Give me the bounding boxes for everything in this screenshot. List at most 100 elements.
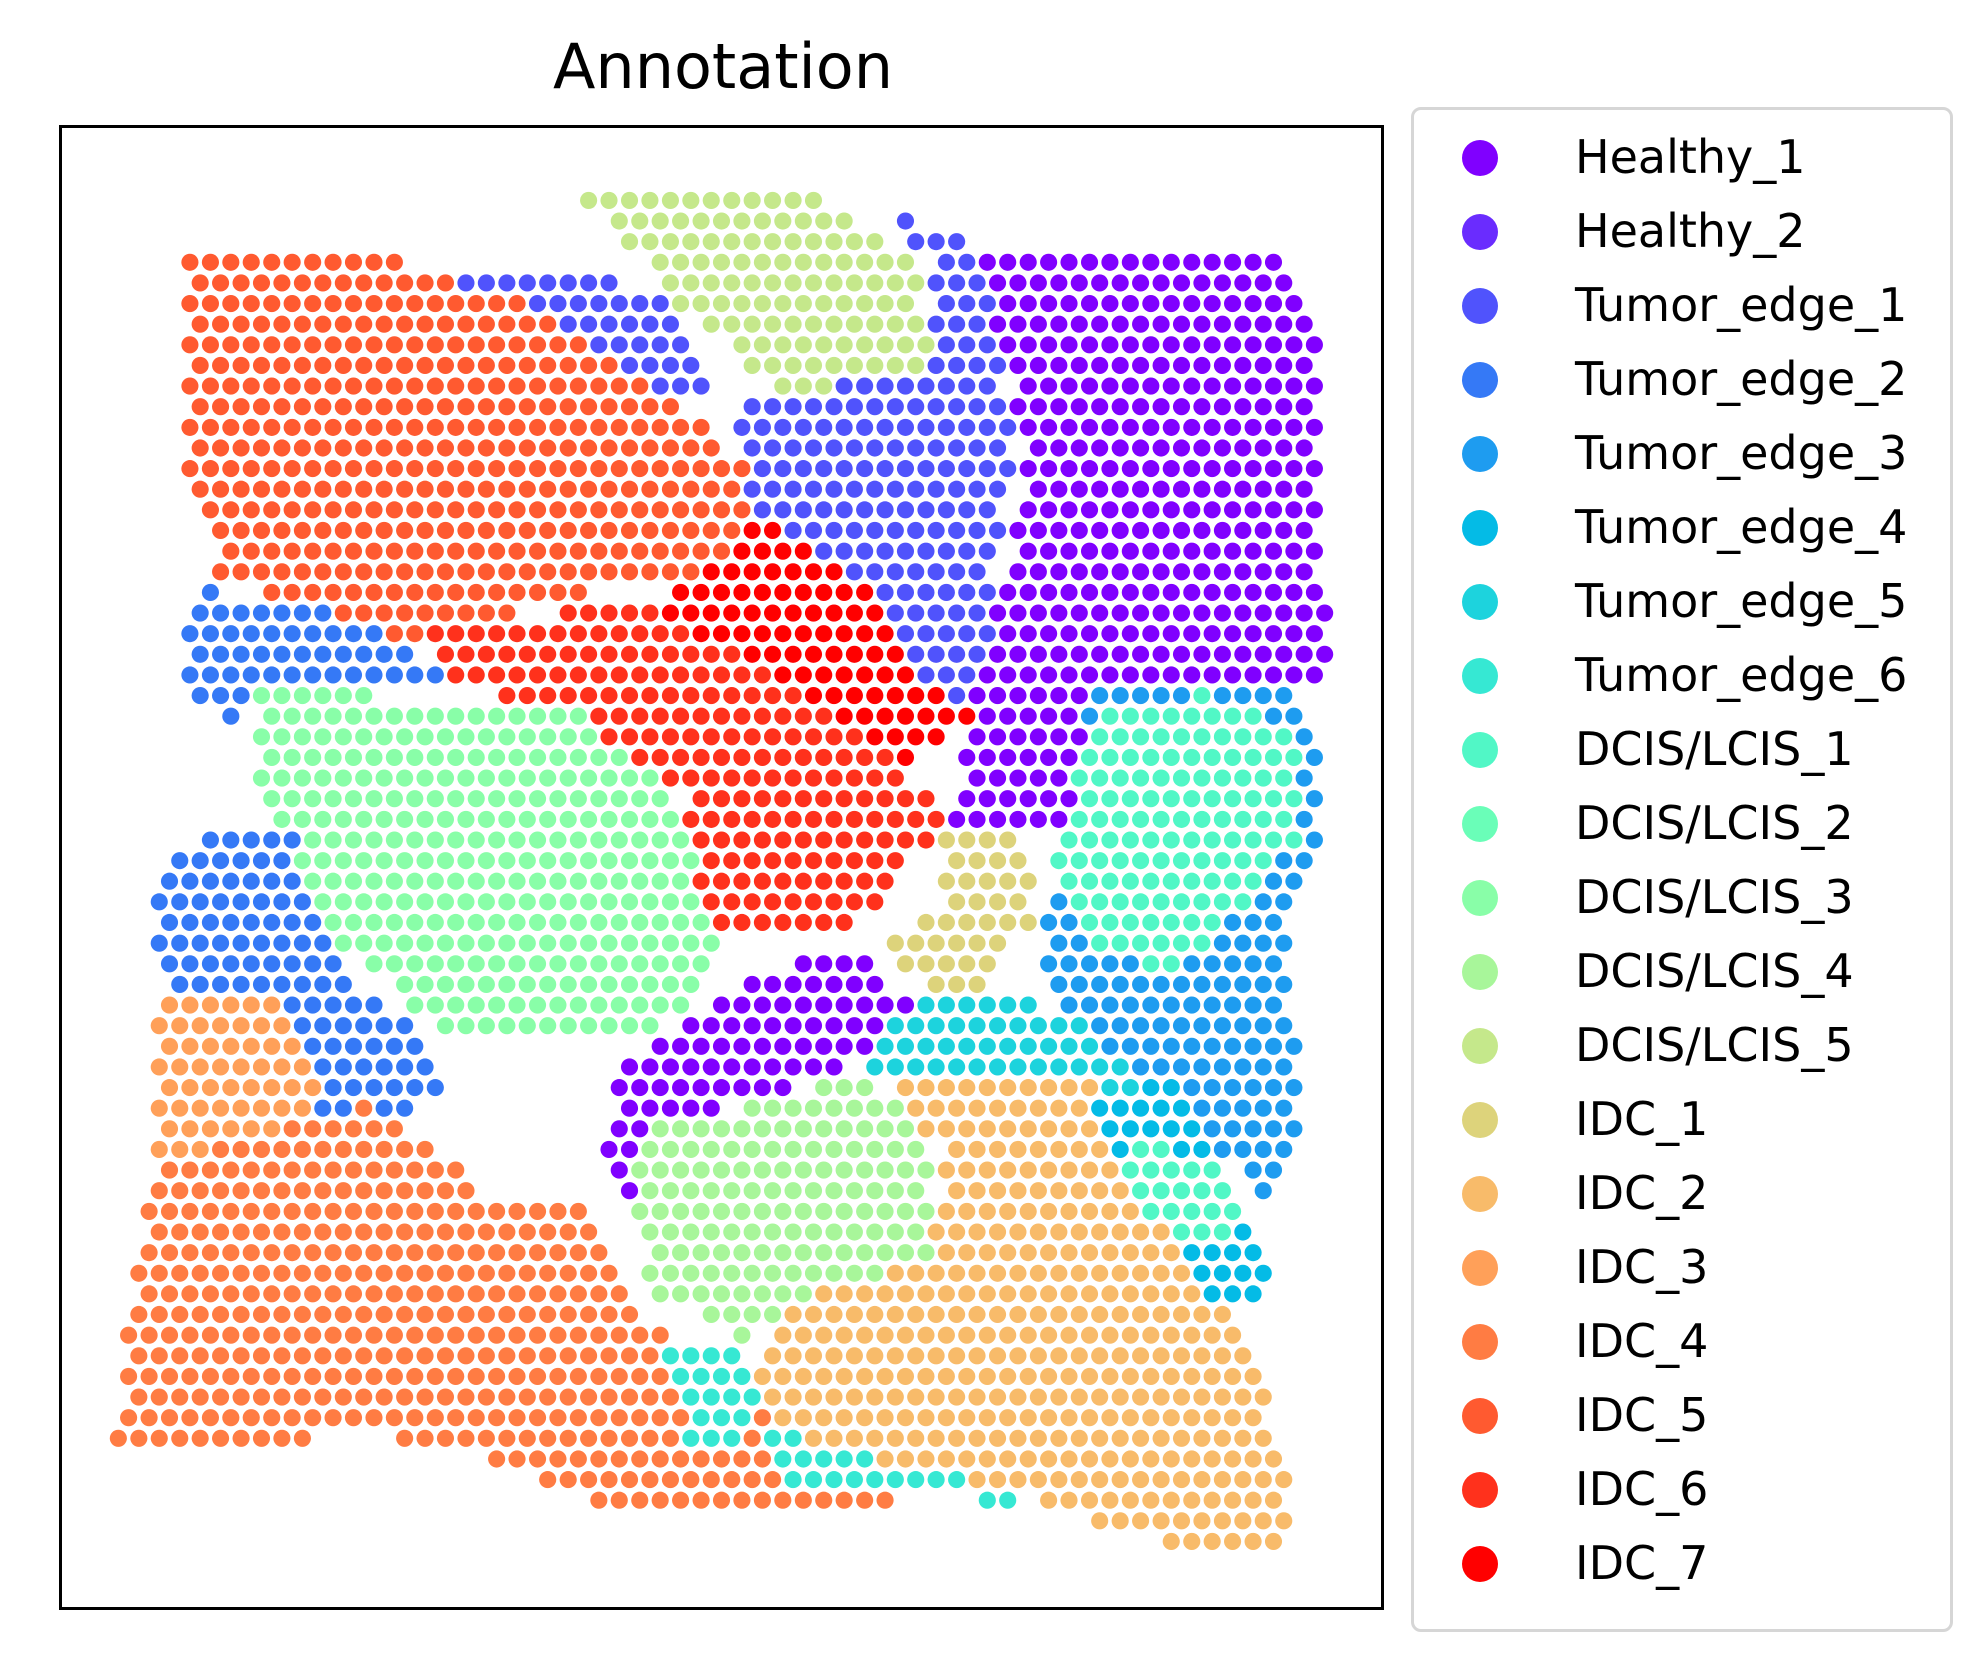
spot-point: [467, 583, 485, 601]
spot-point: [999, 253, 1017, 271]
spot-point: [1234, 274, 1252, 292]
spot-point: [580, 769, 598, 787]
spot-point: [835, 1161, 853, 1179]
legend-item: IDC_5: [1414, 1378, 1950, 1452]
spot-point: [1121, 1161, 1139, 1179]
spot-point: [1111, 274, 1129, 292]
spot-point: [212, 274, 230, 292]
spot-point: [682, 1429, 700, 1447]
spot-point: [661, 274, 679, 292]
spot-point: [907, 687, 925, 705]
spot-point: [528, 625, 547, 643]
spot-point: [804, 1347, 823, 1365]
spot-point: [1050, 769, 1068, 787]
spot-point: [876, 253, 894, 271]
spot-point: [1080, 1491, 1099, 1509]
spot-point: [1091, 1223, 1109, 1241]
spot-point: [191, 975, 209, 993]
spot-point: [988, 1182, 1007, 1200]
spot-point: [304, 625, 322, 643]
spot-point: [1070, 439, 1088, 457]
spot-point: [856, 501, 874, 519]
spot-point: [396, 315, 414, 333]
spot-point: [702, 645, 720, 663]
spot-point: [375, 1058, 393, 1076]
spot-point: [447, 1326, 465, 1344]
spot-point: [876, 996, 894, 1014]
spot-point: [528, 336, 547, 354]
spot-point: [447, 377, 465, 395]
spot-point: [559, 1388, 577, 1406]
spot-point: [324, 1161, 342, 1179]
spot-point: [866, 1388, 884, 1406]
spot-point: [242, 1161, 260, 1179]
spot-point: [396, 934, 414, 952]
spot-point: [375, 480, 393, 498]
spot-point: [436, 934, 455, 952]
spot-point: [1285, 501, 1303, 519]
spot-point: [263, 996, 281, 1014]
spot-point: [907, 1347, 925, 1365]
spot-point: [539, 728, 557, 746]
spot-point: [590, 1244, 608, 1262]
spot-point: [457, 315, 475, 333]
spot-point: [672, 501, 690, 519]
spot-point: [590, 955, 608, 973]
spot-point: [304, 707, 322, 725]
spot-point: [344, 748, 363, 767]
spot-point: [375, 893, 393, 911]
spot-point: [314, 274, 332, 292]
spot-point: [283, 336, 301, 354]
spot-point: [222, 1285, 240, 1303]
spot-point: [375, 315, 393, 333]
spot-point: [1234, 398, 1252, 416]
spot-point: [1142, 295, 1160, 313]
spot-point: [999, 336, 1017, 354]
spot-point: [232, 1388, 250, 1406]
spot-point: [815, 790, 833, 808]
spot-point: [385, 707, 403, 725]
spot-point: [396, 1388, 414, 1406]
spot-point: [1019, 872, 1037, 890]
spot-point: [876, 790, 894, 808]
spot-point: [457, 1305, 475, 1324]
spot-point: [1305, 377, 1323, 395]
spot-point: [948, 439, 966, 457]
spot-point: [743, 604, 761, 622]
spot-point: [1121, 418, 1139, 436]
spot-point: [518, 645, 536, 663]
spot-point: [293, 1429, 311, 1447]
spot-point: [672, 748, 690, 767]
spot-point: [631, 1120, 649, 1138]
spot-point: [140, 1367, 158, 1386]
chart-title: Annotation: [552, 30, 893, 103]
spot-point: [610, 1120, 628, 1138]
spot-point: [1029, 1388, 1047, 1406]
spot-point: [672, 666, 690, 684]
spot-point: [201, 295, 219, 313]
spot-point: [467, 1409, 485, 1427]
spot-point: [1142, 1285, 1160, 1303]
spot-point: [150, 1223, 168, 1241]
spot-point: [569, 1202, 587, 1220]
spot-point: [263, 418, 281, 436]
spot-point: [406, 336, 424, 354]
spot-point: [1142, 253, 1160, 271]
spot-point: [1203, 1367, 1221, 1386]
spot-point: [365, 1120, 383, 1138]
spot-point: [283, 1079, 301, 1097]
spot-point: [1183, 377, 1201, 395]
spot-point: [1121, 790, 1139, 808]
spot-point: [835, 1450, 853, 1468]
spot-point: [1203, 707, 1221, 725]
spot-point: [794, 1491, 812, 1509]
spot-point: [160, 1367, 179, 1386]
spot-point: [1162, 996, 1180, 1014]
spot-point: [743, 1223, 761, 1241]
spot-point: [723, 1471, 741, 1489]
spot-point: [477, 645, 495, 663]
spot-point: [835, 460, 853, 478]
spot-point: [1213, 769, 1231, 787]
spot-point: [1193, 315, 1211, 333]
spot-point: [1050, 1017, 1068, 1035]
